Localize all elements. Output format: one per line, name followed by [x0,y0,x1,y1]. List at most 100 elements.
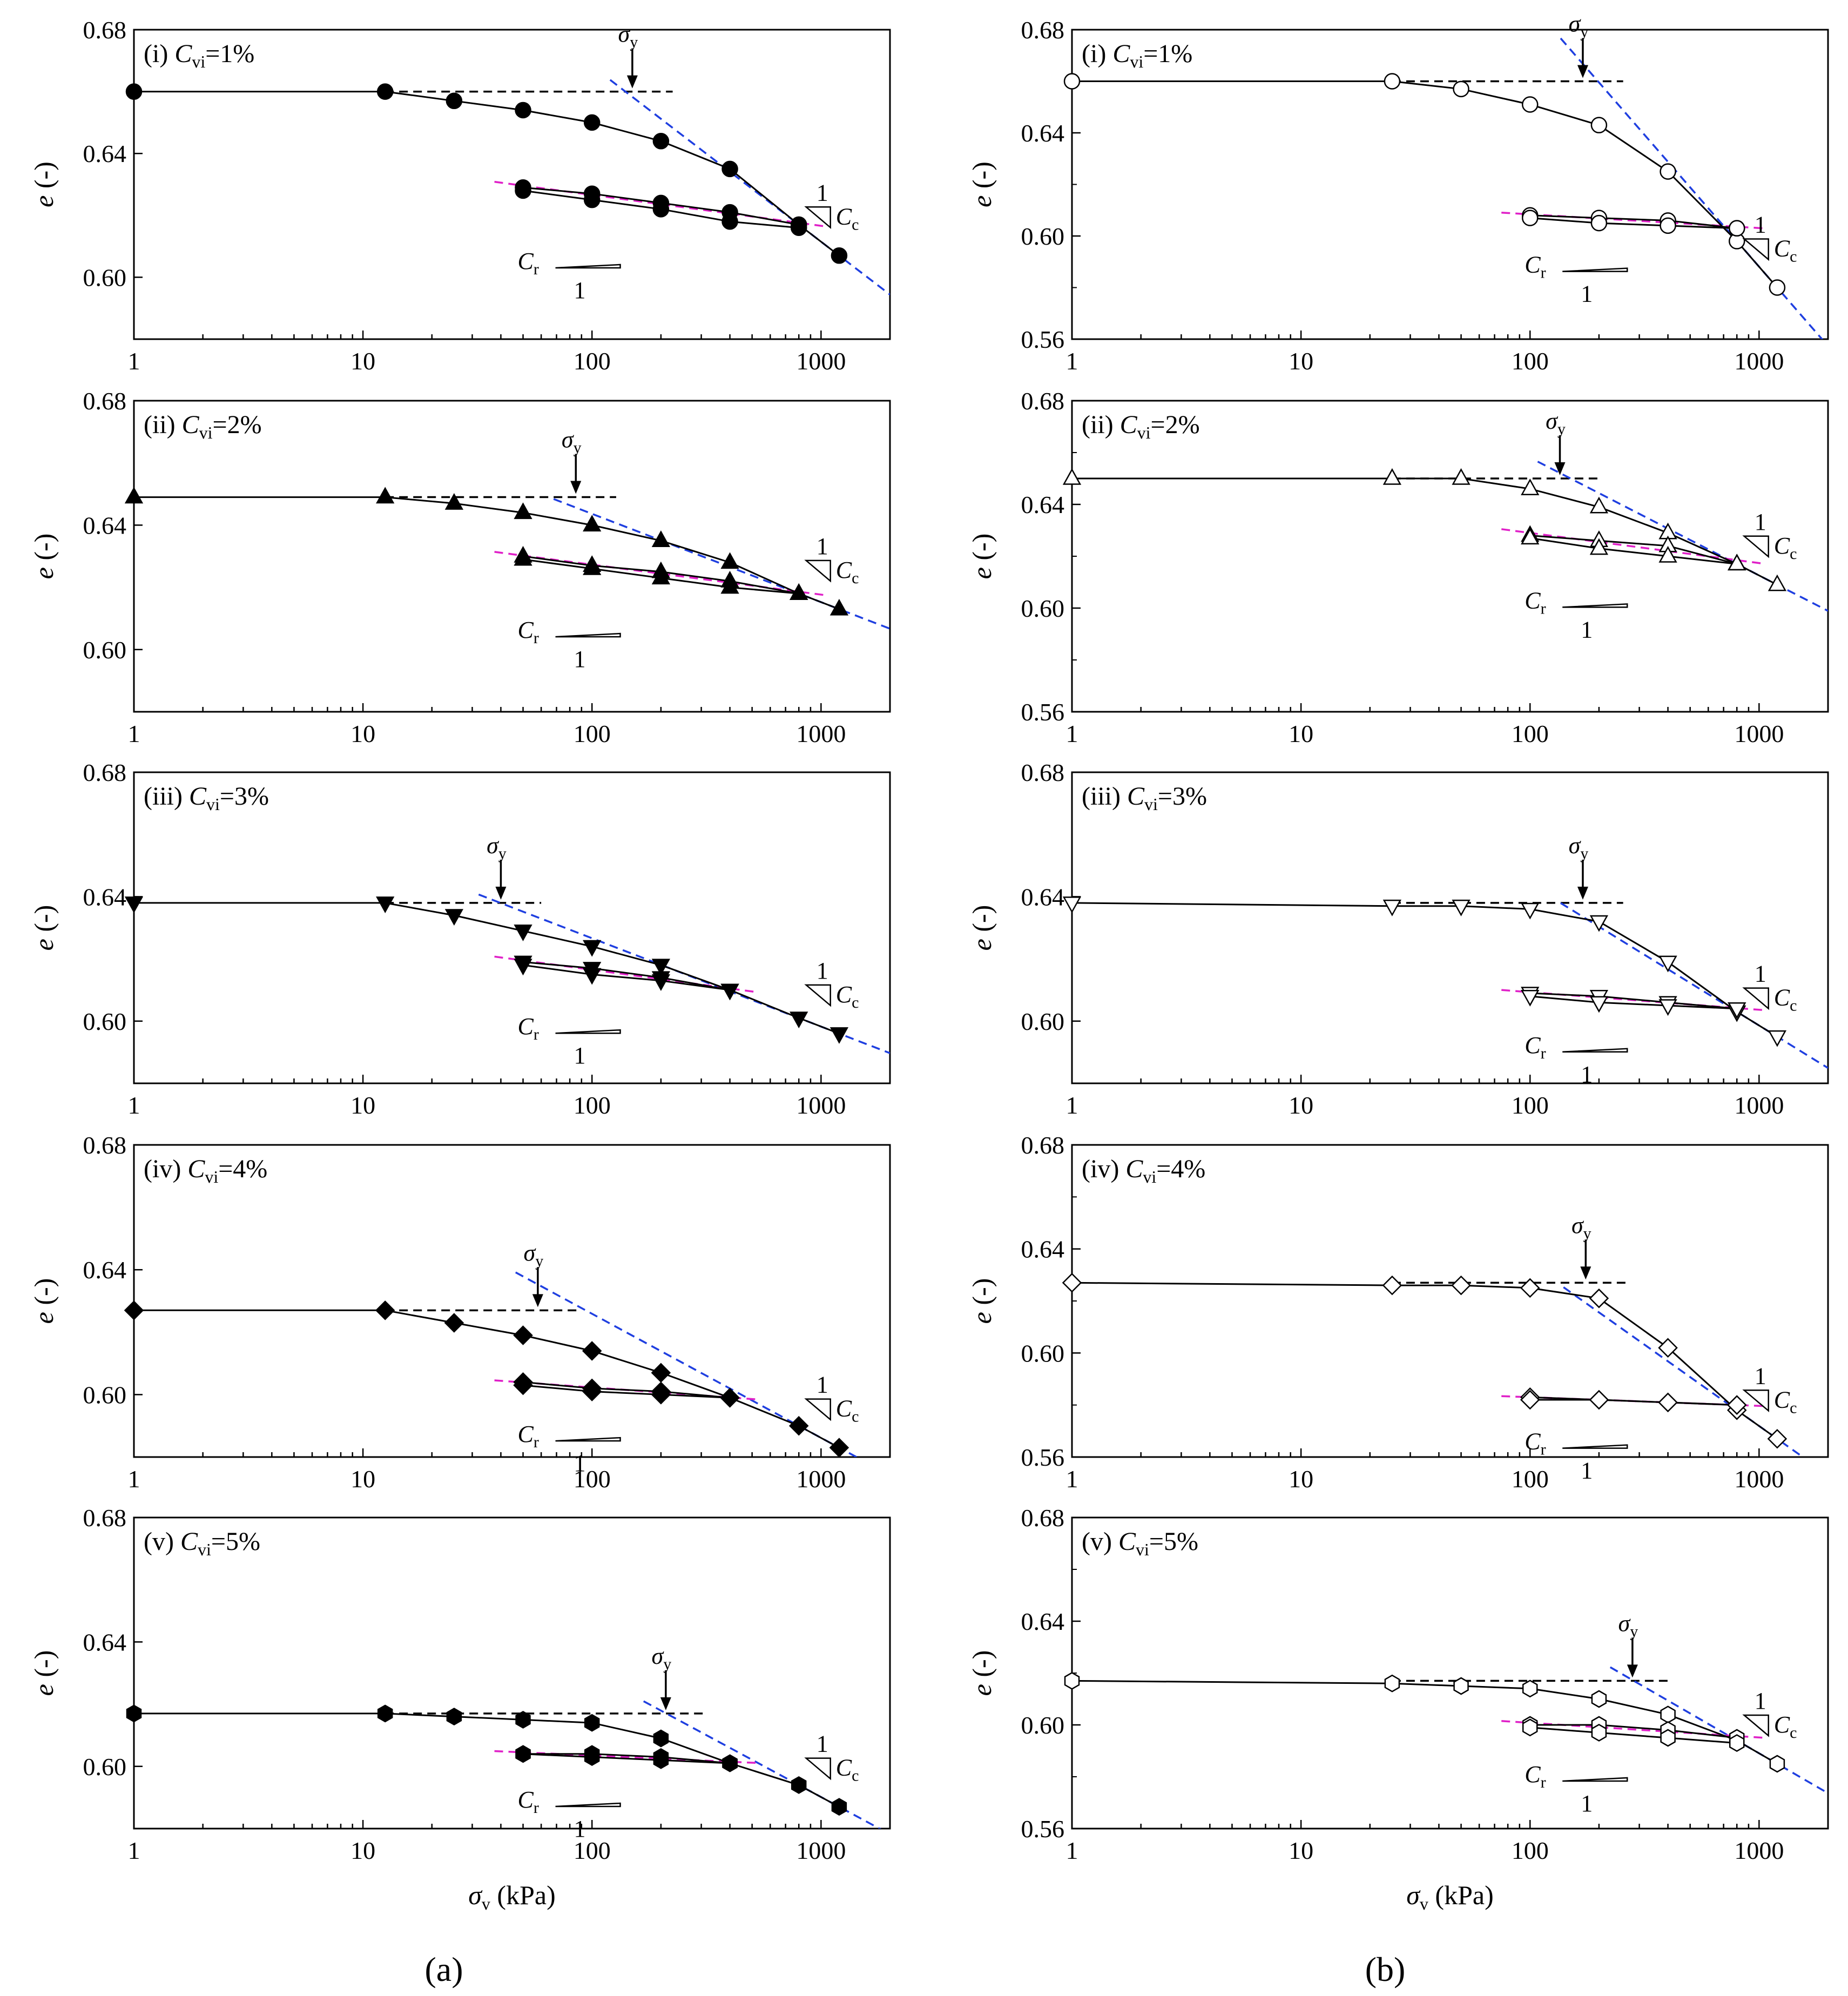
x-tick-label: 1 [128,1091,140,1119]
data-point [1521,528,1540,545]
series-line-reloading [1529,537,1737,565]
cc-symbol: C [836,981,852,1008]
data-point [651,959,671,976]
data-point [1658,1392,1678,1413]
chart-panel-a4: 1 10 100 1000 0.68 0.64 0.60 e (-) (iv) Cvi=4% σy… [29,1131,891,1493]
data-point [651,1363,671,1383]
sigma-y-label: σy [1569,832,1589,862]
y-tick-label: 0.56 [1021,1444,1065,1471]
cr-subscript: r [534,260,539,278]
panel-title-sub: vi [1136,1540,1149,1559]
plot-area [1072,1282,1805,1457]
y-axis-label: e (-) [967,161,997,207]
data-point [513,1325,533,1345]
x-tick-label: 100 [574,720,611,747]
x-label-sub: v [1420,1894,1428,1913]
data-point [720,983,739,1001]
x-tick-label: 1 [1066,720,1078,747]
y-label-symbol: e [967,1312,997,1324]
plot-frame [1071,29,1829,340]
sigma-y-label: σy [524,1239,544,1270]
y-tick-label: 0.64 [1021,1236,1065,1263]
sigma-subscript: y [1630,1622,1638,1640]
y-axis-label: e (-) [29,905,59,951]
y-tick-label: 0.60 [1021,1339,1065,1367]
cc-label: Cc [1774,532,1797,563]
cr-subscript: r [534,1026,539,1043]
y-tick-label: 0.60 [1021,595,1065,622]
cr-symbol: C [1525,1761,1541,1788]
cr-label: Cr [1525,252,1546,282]
x-tick-label: 100 [574,347,611,375]
x-axis-label: σv (kPa) [1406,1880,1493,1913]
y-label-symbol: e [967,1684,997,1696]
data-point [1660,163,1676,180]
data-point [653,1751,669,1769]
data-point [722,1754,738,1772]
data-point [651,1385,671,1405]
x-tick-label: 1 [128,720,140,747]
y-tick-label: 0.60 [1021,222,1065,250]
cr-one-label: 1 [574,277,586,304]
data-point [376,487,395,504]
y-tick-label: 0.64 [1021,883,1065,911]
series-line-reloading [523,1384,730,1399]
cc-slope-triangle [804,1398,831,1421]
data-point [653,1729,669,1748]
x-tick-label: 10 [1289,347,1313,375]
compression-index-line [1563,1286,1805,1457]
x-label-sigma: σ [1406,1880,1421,1910]
sigma-subscript: y [1583,1224,1591,1242]
data-point [515,1745,531,1763]
data-point [1591,1723,1607,1742]
cr-label: Cr [518,248,539,278]
cr-subscript: r [1541,1441,1546,1459]
data-point [1521,989,1540,1007]
x-tick-label: 1000 [1734,1091,1784,1119]
y-tick-label: 0.64 [83,511,127,539]
sigma-symbol: σ [1569,11,1582,37]
data-point [583,515,602,532]
data-point [1063,73,1081,90]
y-label-unit: (-) [29,161,59,195]
panel-title-sub: vi [205,1167,218,1186]
cc-subscript: c [1790,545,1797,563]
data-point [444,1313,464,1333]
plot-frame [1071,771,1829,1084]
recompression-index-line [1501,528,1763,565]
y-label-symbol: e [967,567,997,579]
panel-title-value: =2% [213,410,262,439]
panel-title-sub: vi [1143,1167,1156,1186]
x-tick-label: 1000 [796,1091,846,1119]
y-tick-label: 0.60 [83,1753,127,1781]
data-point [583,558,602,575]
cc-one-label: 1 [817,1372,828,1398]
data-point [514,549,532,566]
sigma-y-arrowhead [1580,1266,1591,1280]
cr-slope-triangle [1562,603,1628,608]
data-point [1452,899,1471,916]
chart-panel-b1: 1 10 100 1000 0.68 0.64 0.60 0.56 e (-) (i) Cvi=1… [967,11,1829,375]
cr-symbol: C [1525,252,1541,278]
data-point [583,191,601,208]
data-point [1658,999,1677,1016]
x-tick-label: 1000 [1734,1837,1784,1864]
data-point [790,219,807,236]
cr-label: Cr [518,1421,539,1451]
x-tick-label: 10 [350,1465,375,1493]
data-point [1660,1729,1676,1747]
data-point [829,1438,849,1458]
x-label-sub: v [482,1894,490,1913]
cr-slope-triangle [555,1802,621,1808]
x-tick-label: 10 [1289,1465,1313,1493]
cc-symbol: C [1774,532,1790,559]
x-tick-label: 1000 [1734,347,1784,375]
data-point [1658,545,1677,563]
cc-label: Cc [1774,235,1797,266]
panel-title: (i) Cvi=1% [1082,39,1192,71]
x-tick-label: 1 [1066,1465,1078,1493]
panel-title-roman: (v) [1082,1527,1118,1556]
cc-slope-triangle [1742,238,1769,261]
panel-title-sub: vi [1144,794,1158,814]
sigma-subscript: y [663,1655,671,1673]
